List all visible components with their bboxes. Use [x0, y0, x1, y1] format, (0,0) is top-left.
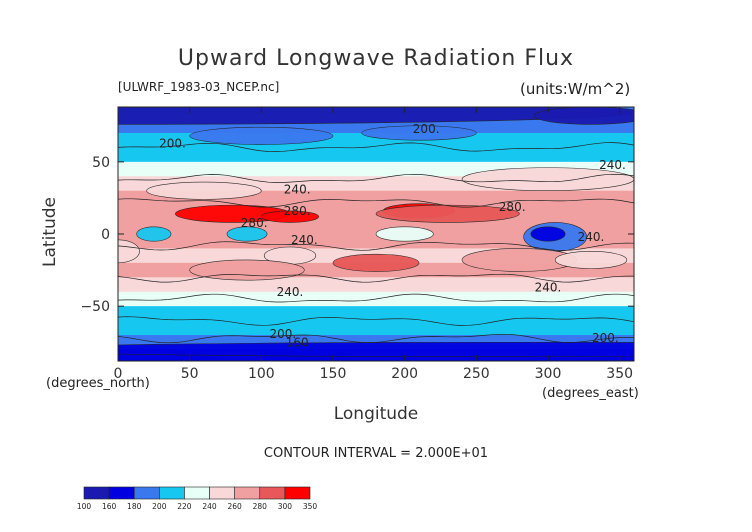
contour-label: 240.: [535, 281, 562, 295]
colorbar-label: 100: [77, 502, 92, 511]
colorbar-label: 200: [152, 502, 167, 511]
contour-region: [189, 126, 334, 145]
contour-line: [118, 173, 634, 183]
contour-region: [261, 210, 319, 223]
contour-region: [118, 239, 140, 264]
colorbar-swatch: [133, 486, 160, 500]
x-tick-label: 200: [391, 366, 418, 382]
colorbar-label: 280: [253, 502, 268, 511]
contour-region: [361, 125, 477, 141]
x-tick-label: 250: [463, 366, 490, 382]
contour-label: 240.: [599, 158, 626, 172]
y-tick-label: 50: [92, 155, 110, 171]
colorbar-swatch: [108, 486, 135, 500]
y-axis-ticks: 50 0 −50: [80, 155, 634, 315]
contour-line: [118, 198, 634, 208]
zonal-band: [118, 277, 634, 293]
contour-label: 200.: [413, 122, 440, 136]
contour-interval-label: CONTOUR INTERVAL = 2.000E+01: [263, 446, 489, 461]
contour-label: 200.: [159, 136, 186, 150]
chart-title: Upward Longwave Radiation Flux: [177, 46, 575, 71]
colorbar-label: 180: [127, 502, 142, 511]
y-tick-label: −50: [80, 299, 110, 315]
x-tick-label: 150: [320, 366, 347, 382]
colorbar-swatch: [159, 486, 185, 500]
contour-region: [554, 251, 628, 269]
contour-label: 200.: [592, 331, 619, 345]
contour-line: [118, 273, 634, 283]
colorbar-swatch: [284, 486, 311, 500]
x-axis-label: Longitude: [333, 404, 419, 424]
x-unit-label: (degrees_east): [542, 386, 639, 401]
contour-region: [530, 226, 566, 242]
contour-label: 200.: [269, 327, 296, 341]
contour-region: [118, 341, 634, 357]
contour-label: 240.: [291, 233, 318, 247]
contour-feature-layer: [118, 107, 634, 357]
contour-region: [189, 259, 305, 281]
contour-label: 280.: [284, 204, 311, 218]
contour-line: [118, 241, 634, 251]
contour-line: [118, 293, 634, 303]
y-tick-label: 0: [101, 227, 110, 243]
zonal-band: [118, 306, 634, 322]
colorbar-label: 350: [303, 502, 318, 511]
contour-label: 240.: [284, 183, 311, 197]
x-tick-label: 350: [606, 366, 633, 382]
contour-region: [533, 107, 634, 125]
colorbar-label: 220: [177, 502, 192, 511]
colorbar-label: 260: [228, 502, 243, 511]
colorbar-swatch: [184, 486, 210, 500]
contour-region: [118, 107, 634, 125]
colorbar-label: 240: [202, 502, 217, 511]
contour-label: 240.: [277, 285, 304, 299]
source-file-label: [ULWRF_1983-03_NCEP.nc]: [118, 80, 280, 94]
y-unit-label: (degrees_north): [46, 376, 150, 391]
contour-line: [118, 333, 634, 344]
colorbar-swatch: [234, 486, 261, 500]
contour-label: 240.: [578, 230, 605, 244]
x-tick-label: 100: [248, 366, 275, 382]
contour-label: 280.: [241, 216, 268, 230]
contour-region: [136, 226, 172, 242]
colorbar-label: 160: [102, 502, 117, 511]
contour-region: [332, 253, 420, 272]
zonal-band: [118, 320, 634, 336]
contour-label: 280.: [499, 200, 526, 214]
x-tick-label: 50: [181, 366, 199, 382]
contour-region: [146, 181, 262, 200]
contour-label-layer: 200. 200. 240. 240. 280. 280. 240. 240. 280. 240.…: [159, 122, 626, 350]
colorbar-swatch: [259, 486, 286, 500]
colorbar: 100 160 180 200 220 240 260 280 300 350: [77, 486, 318, 511]
colorbar-swatch: [209, 486, 235, 500]
contour-region: [226, 226, 268, 242]
contour-label: 160: [286, 336, 309, 350]
x-axis-ticks: 0 50 100 150 200 250 300 350: [114, 107, 633, 382]
x-tick-label: 300: [535, 366, 562, 382]
contour-line: [118, 142, 634, 152]
zonal-band: [118, 147, 634, 163]
contour-region: [461, 167, 634, 192]
contour-region: [375, 226, 434, 242]
contour-region: [375, 204, 520, 223]
colorbar-swatch: [83, 486, 110, 500]
colorbar-label: 300: [278, 502, 293, 511]
units-label: (units:W/m^2): [520, 80, 631, 98]
contour-line: [118, 316, 634, 326]
x-tick-label: 0: [114, 366, 123, 382]
